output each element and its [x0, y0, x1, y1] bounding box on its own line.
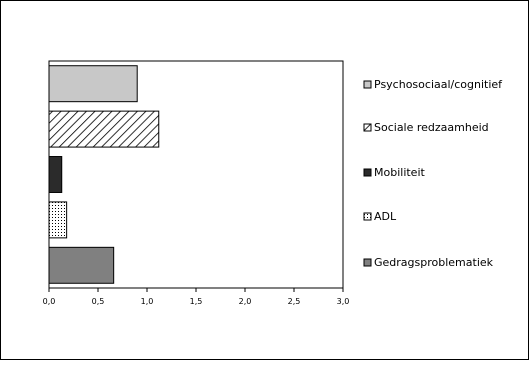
bar-psychosociaal-cognitief — [48, 65, 138, 103]
x-tick-label: 0,5 — [92, 297, 105, 306]
legend-swatch-gedragsproblematiek — [363, 258, 372, 267]
legend-swatch-sociale-redzaamheid — [363, 123, 372, 132]
x-tick-label: 0,0 — [43, 297, 56, 306]
x-tick-label: 3,0 — [337, 297, 350, 306]
legend-swatch-adl — [363, 212, 372, 221]
x-tick-label: 1,0 — [141, 297, 154, 306]
legend-label-sociale-redzaamheid: Sociale redzaamheid — [374, 121, 489, 134]
bar-sociale-redzaamheid — [48, 110, 160, 148]
legend-label-gedragsproblematiek: Gedragsproblematiek — [374, 256, 494, 269]
legend-label-adl: ADL — [374, 210, 397, 223]
legend-label-mobiliteit: Mobiliteit — [374, 166, 426, 179]
x-tick-label: 1,5 — [190, 297, 203, 306]
legend-swatch-psychosociaal-cognitief — [363, 80, 372, 89]
x-tick-label: 2,0 — [239, 297, 252, 306]
legend-swatch-mobiliteit — [363, 168, 372, 177]
x-tick-label: 2,5 — [288, 297, 301, 306]
legend-label-psychosociaal-cognitief: Psychosociaal/cognitief — [374, 78, 503, 91]
bar-adl — [48, 201, 68, 239]
bar-gedragsproblematiek — [48, 246, 115, 284]
bar-mobiliteit — [48, 156, 63, 193]
